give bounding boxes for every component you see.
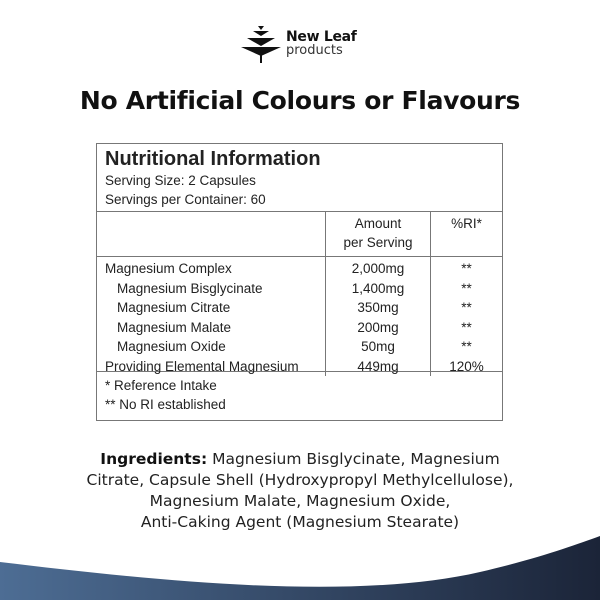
col-amount-2: per Serving xyxy=(343,235,413,250)
row-ri: ** xyxy=(461,319,472,335)
headline: No Artificial Colours or Flavours xyxy=(79,86,521,115)
row-name: Magnesium Oxide xyxy=(117,339,226,354)
panel-title: Nutritional Information xyxy=(105,148,321,170)
row-ri: ** xyxy=(461,339,472,354)
footnote-no-ri: ** No RI established xyxy=(105,397,226,412)
row-amount: 449mg xyxy=(357,358,399,374)
footnote-ri: * Reference Intake xyxy=(105,378,217,393)
row-ri: ** xyxy=(461,261,472,276)
row-amount: 1,400mg xyxy=(351,280,405,296)
decorative-wave xyxy=(0,536,600,600)
column-header-row: Amount per Serving %RI* xyxy=(97,212,502,257)
brand-sub: products xyxy=(286,43,343,58)
ingredients-line: Anti-Caking Agent (Magnesium Stearate) xyxy=(140,513,460,531)
servings-per-container: Servings per Container: 60 xyxy=(105,192,266,207)
col-ri: %RI* xyxy=(451,216,482,231)
ingredients-line: Magnesium Bisglycinate, Magnesium xyxy=(207,450,500,468)
row-ri: 120% xyxy=(449,358,484,374)
ingredients-line: Citrate, Capsule Shell (Hydroxypropyl Me… xyxy=(86,471,514,489)
row-amount: 200mg xyxy=(357,319,399,335)
row-amount: 2,000mg xyxy=(351,261,405,276)
row-name: Magnesium Citrate xyxy=(117,300,231,315)
row-amount: 50mg xyxy=(361,339,395,354)
col-amount-1: Amount xyxy=(354,216,402,231)
row-name: Magnesium Bisglycinate xyxy=(117,280,263,296)
row-name: Magnesium Complex xyxy=(105,261,232,276)
row-amount: 350mg xyxy=(357,300,399,315)
ingredients-line: Magnesium Malate, Magnesium Oxide, xyxy=(149,492,451,510)
row-ri: ** xyxy=(461,300,472,315)
row-name: Providing Elemental Magnesium xyxy=(105,358,299,374)
nutrition-panel: Nutritional Information Serving Size: 2 … xyxy=(96,143,503,421)
ingredients-label: Ingredients: xyxy=(100,450,208,468)
brand-logo: New Leaf products xyxy=(241,24,357,64)
row-name: Magnesium Malate xyxy=(117,319,232,335)
tree-leaf-logo-icon xyxy=(241,26,281,63)
serving-size: Serving Size: 2 Capsules xyxy=(105,173,256,188)
ingredients: Ingredients: Magnesium Bisglycinate, Mag… xyxy=(0,449,600,533)
row-ri: ** xyxy=(461,280,472,296)
nutrition-rows: Magnesium Complex Magnesium Bisglycinate… xyxy=(97,257,502,376)
brand-name: New Leaf xyxy=(286,29,357,45)
